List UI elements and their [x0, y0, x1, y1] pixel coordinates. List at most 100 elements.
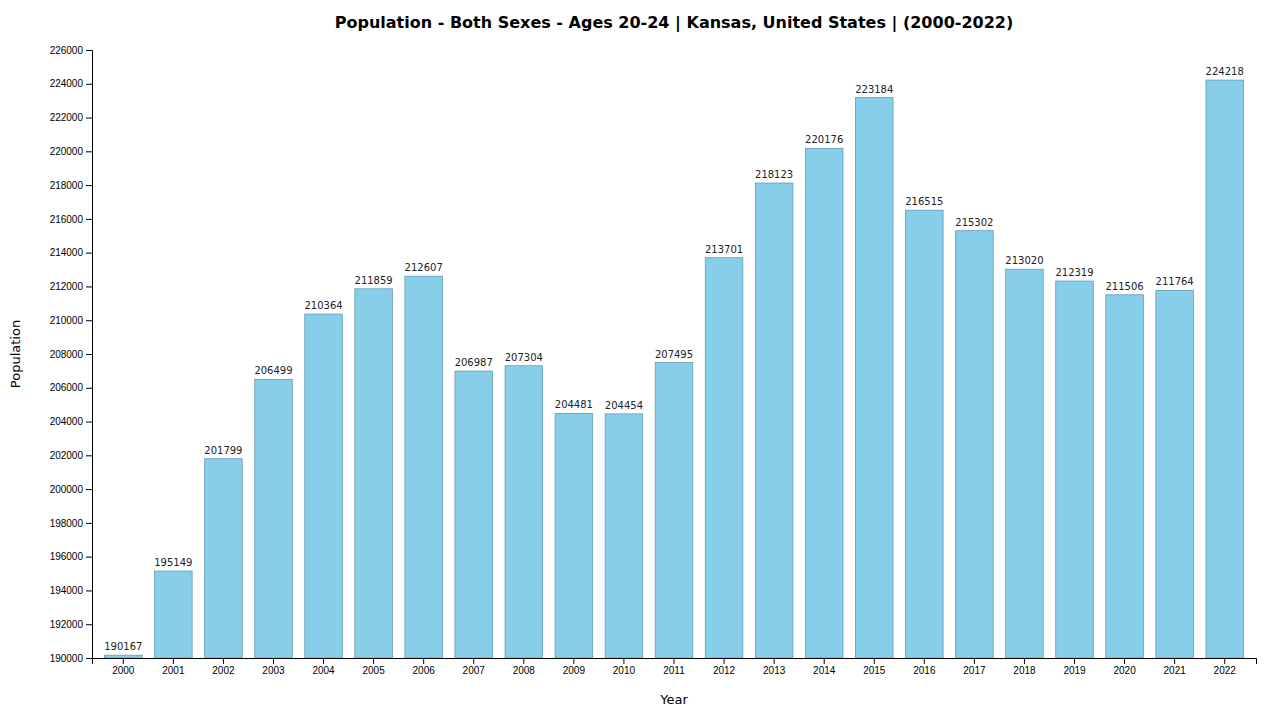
y-tick-label: 212000 [50, 281, 84, 292]
x-tick-label: 2003 [262, 665, 285, 676]
y-tick-mark [86, 489, 92, 490]
data-labels: 1901671951492017992064992103642118592126… [104, 66, 1244, 652]
x-tick-label: 2012 [713, 665, 736, 676]
y-tick: 196000 [50, 551, 92, 562]
x-tick-label: 2016 [913, 665, 936, 676]
data-label: 220176 [805, 134, 843, 145]
y-tick: 210000 [50, 315, 92, 326]
bar [655, 363, 693, 658]
x-axis: 2000200120022003200420052006200720082009… [93, 658, 1257, 676]
x-tick-label: 2005 [362, 665, 385, 676]
y-tick-label: 200000 [50, 484, 84, 495]
bar [555, 413, 593, 658]
x-tick-label: 2020 [1113, 665, 1136, 676]
y-tick-label: 198000 [50, 518, 84, 529]
y-tick-label: 214000 [50, 247, 84, 258]
x-tick-mark [774, 658, 775, 664]
y-tick-label: 218000 [50, 180, 84, 191]
x-tick: 2014 [813, 658, 836, 676]
x-tick-mark [373, 658, 374, 664]
y-tick-label: 206000 [50, 382, 84, 393]
data-label: 215302 [955, 217, 993, 228]
x-tick-mark [423, 658, 424, 664]
data-label: 204481 [555, 399, 593, 410]
y-tick-mark [86, 624, 92, 625]
x-tick: 2015 [863, 658, 886, 676]
x-tick-label: 2007 [463, 665, 486, 676]
data-label: 218123 [755, 169, 793, 180]
y-tick-mark [86, 253, 92, 254]
x-tick-mark [473, 658, 474, 664]
bar [505, 366, 543, 658]
x-tick-label: 2014 [813, 665, 836, 676]
x-tick: 2004 [312, 658, 335, 676]
x-tick: 2017 [963, 658, 986, 676]
x-tick-label: 2010 [613, 665, 636, 676]
data-label: 207304 [505, 352, 543, 363]
x-tick-mark [573, 658, 574, 664]
x-tick-mark [1074, 658, 1075, 664]
x-tick-mark [974, 658, 975, 664]
x-tick: 2021 [1164, 658, 1187, 676]
x-tick-label: 2001 [162, 665, 185, 676]
data-label: 211506 [1105, 281, 1143, 292]
x-tick-mark [623, 658, 624, 664]
bar [305, 314, 343, 658]
x-tick-label: 2013 [763, 665, 786, 676]
y-tick-label: 220000 [50, 146, 84, 157]
x-tick: 2001 [162, 658, 185, 676]
x-tick-mark [1024, 658, 1025, 664]
x-tick-mark [173, 658, 174, 664]
y-tick: 202000 [50, 450, 92, 461]
bar [205, 459, 243, 658]
bar [855, 98, 893, 658]
x-tick: 2008 [513, 658, 536, 676]
y-tick-label: 194000 [50, 585, 84, 596]
data-label: 210364 [304, 300, 342, 311]
y-tick-mark [86, 354, 92, 355]
bar [605, 414, 643, 658]
x-tick-mark [924, 658, 925, 664]
x-tick: 2006 [413, 658, 436, 676]
y-tick-label: 224000 [50, 78, 84, 89]
x-tick-label: 2017 [963, 665, 986, 676]
x-tick-mark [123, 658, 124, 664]
bar [1206, 80, 1244, 658]
y-tick-mark [86, 590, 92, 591]
y-tick-mark [86, 151, 92, 152]
y-tick: 192000 [50, 619, 92, 630]
bar [705, 258, 743, 658]
y-tick: 200000 [50, 484, 92, 495]
y-tick-mark [86, 388, 92, 389]
x-tick-mark [1124, 658, 1125, 664]
x-tick-label: 2019 [1063, 665, 1086, 676]
x-tick: 2010 [613, 658, 636, 676]
x-axis-line [93, 659, 1257, 665]
bars [105, 80, 1244, 658]
x-tick-mark [223, 658, 224, 664]
bar [105, 655, 143, 658]
x-tick: 2012 [713, 658, 736, 676]
x-tick-label: 2018 [1013, 665, 1036, 676]
y-tick: 212000 [50, 281, 92, 292]
x-tick-mark [1174, 658, 1175, 664]
y-tick-mark [86, 455, 92, 456]
x-tick-mark [674, 658, 675, 664]
x-tick-label: 2009 [563, 665, 586, 676]
data-label: 206987 [455, 357, 493, 368]
x-tick-label: 2015 [863, 665, 886, 676]
x-tick: 2009 [563, 658, 586, 676]
x-tick: 2020 [1113, 658, 1136, 676]
data-label: 224218 [1206, 66, 1244, 77]
x-tick-mark [874, 658, 875, 664]
data-label: 190167 [104, 641, 142, 652]
bar [355, 289, 393, 658]
y-tick: 204000 [50, 416, 92, 427]
data-label: 207495 [655, 349, 693, 360]
y-tick-mark [86, 50, 92, 51]
y-tick: 208000 [50, 349, 92, 360]
y-tick-mark [86, 557, 92, 558]
bar [455, 371, 493, 658]
y-tick: 224000 [50, 78, 92, 89]
y-tick: 206000 [50, 382, 92, 393]
